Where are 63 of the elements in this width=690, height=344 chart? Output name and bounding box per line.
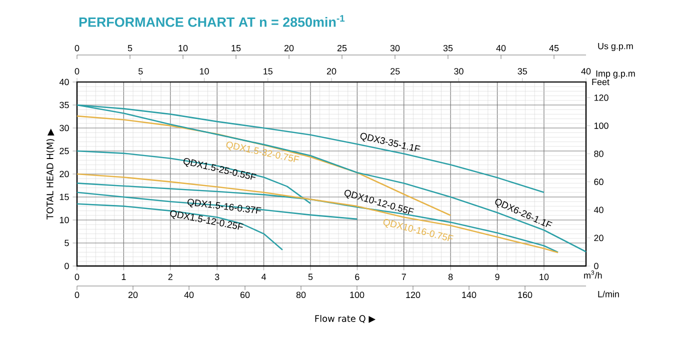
x-tick-label: 10 <box>540 274 549 280</box>
x-tick-label: 0 <box>74 274 80 280</box>
text: 15 <box>232 45 241 52</box>
x-axis-title: m$^{3}$/h <box>584 270 602 279</box>
text: L/min <box>598 290 619 298</box>
y-tick-label: 10 <box>60 216 69 224</box>
y-tick-label: 40 <box>59 78 69 86</box>
x2-tick-label: 10 <box>200 68 209 74</box>
text: 140 <box>462 292 476 298</box>
text: 120 <box>406 292 420 298</box>
y2-tick-label: 0 <box>594 262 598 270</box>
y2-tick-label: 80 <box>594 150 604 157</box>
y-tick-label: 5 <box>64 240 69 246</box>
x-tick-label: 7 <box>402 274 406 280</box>
x-tick-label: 9 <box>495 274 500 280</box>
x-tick-label: 3 <box>214 274 220 280</box>
x-tick-label: 8 <box>448 274 453 280</box>
y2-axis-title: Feet <box>592 78 610 86</box>
y-tick-label: 20 <box>60 170 69 178</box>
y-axis-title: TOTAL HEAD H(M) ▶ <box>46 128 54 220</box>
text: 20 <box>128 292 138 298</box>
x-tick-label: 6 <box>355 274 360 280</box>
y2-tick-label: 20 <box>594 234 604 242</box>
y2-tick-label: 40 <box>594 206 604 214</box>
text: 25 <box>337 44 347 52</box>
x2-tick-label: 5 <box>138 68 143 74</box>
x2-tick-label: 15 <box>264 68 272 74</box>
y-tick-label: 25 <box>60 148 69 154</box>
x2-tick-label: 25 <box>390 68 400 74</box>
y2-tick-label: 100 <box>594 122 608 129</box>
text: 10 <box>178 44 188 52</box>
text: 30 <box>390 44 400 52</box>
x2-tick-label: 35 <box>518 68 527 74</box>
x2-tick-label: 30 <box>454 68 464 74</box>
text: 20 <box>284 44 294 52</box>
x2-axis-title: Imp g.p.m <box>596 70 635 78</box>
text: Us g.p.m <box>598 42 633 52</box>
y-tick-label: 0 <box>64 262 69 270</box>
y-tick-label: 15 <box>60 194 69 200</box>
x-tick-label: 4 <box>262 274 266 280</box>
x-tick-label: 5 <box>308 274 313 280</box>
text: 35 <box>443 44 453 52</box>
y-tick-label: 35 <box>60 102 69 108</box>
text: 45 <box>549 45 559 52</box>
y2-tick-label: 120 <box>594 94 608 101</box>
text: 5 <box>128 45 132 52</box>
y-tick-label: 30 <box>60 124 69 132</box>
chart-title: PERFORMANCE CHART AT n = 2850min$^{-1}$ <box>79 15 345 27</box>
text: 0 <box>74 44 80 52</box>
text: 60 <box>240 292 250 298</box>
x2-tick-label: 40 <box>581 68 591 74</box>
text: 160 <box>518 292 532 298</box>
text: 100 <box>350 292 364 298</box>
x2-tick-label: 20 <box>326 68 336 74</box>
text: 0 <box>74 292 80 298</box>
text: Flow rate Q ▶ <box>315 315 376 323</box>
text: 40 <box>496 44 506 52</box>
y2-tick-label: 60 <box>594 178 604 186</box>
x-tick-label: 1 <box>122 274 126 280</box>
text: 80 <box>296 292 306 298</box>
x-tick-label: 2 <box>168 274 172 280</box>
text: 40 <box>184 292 194 298</box>
x2-tick-label: 0 <box>74 68 80 74</box>
